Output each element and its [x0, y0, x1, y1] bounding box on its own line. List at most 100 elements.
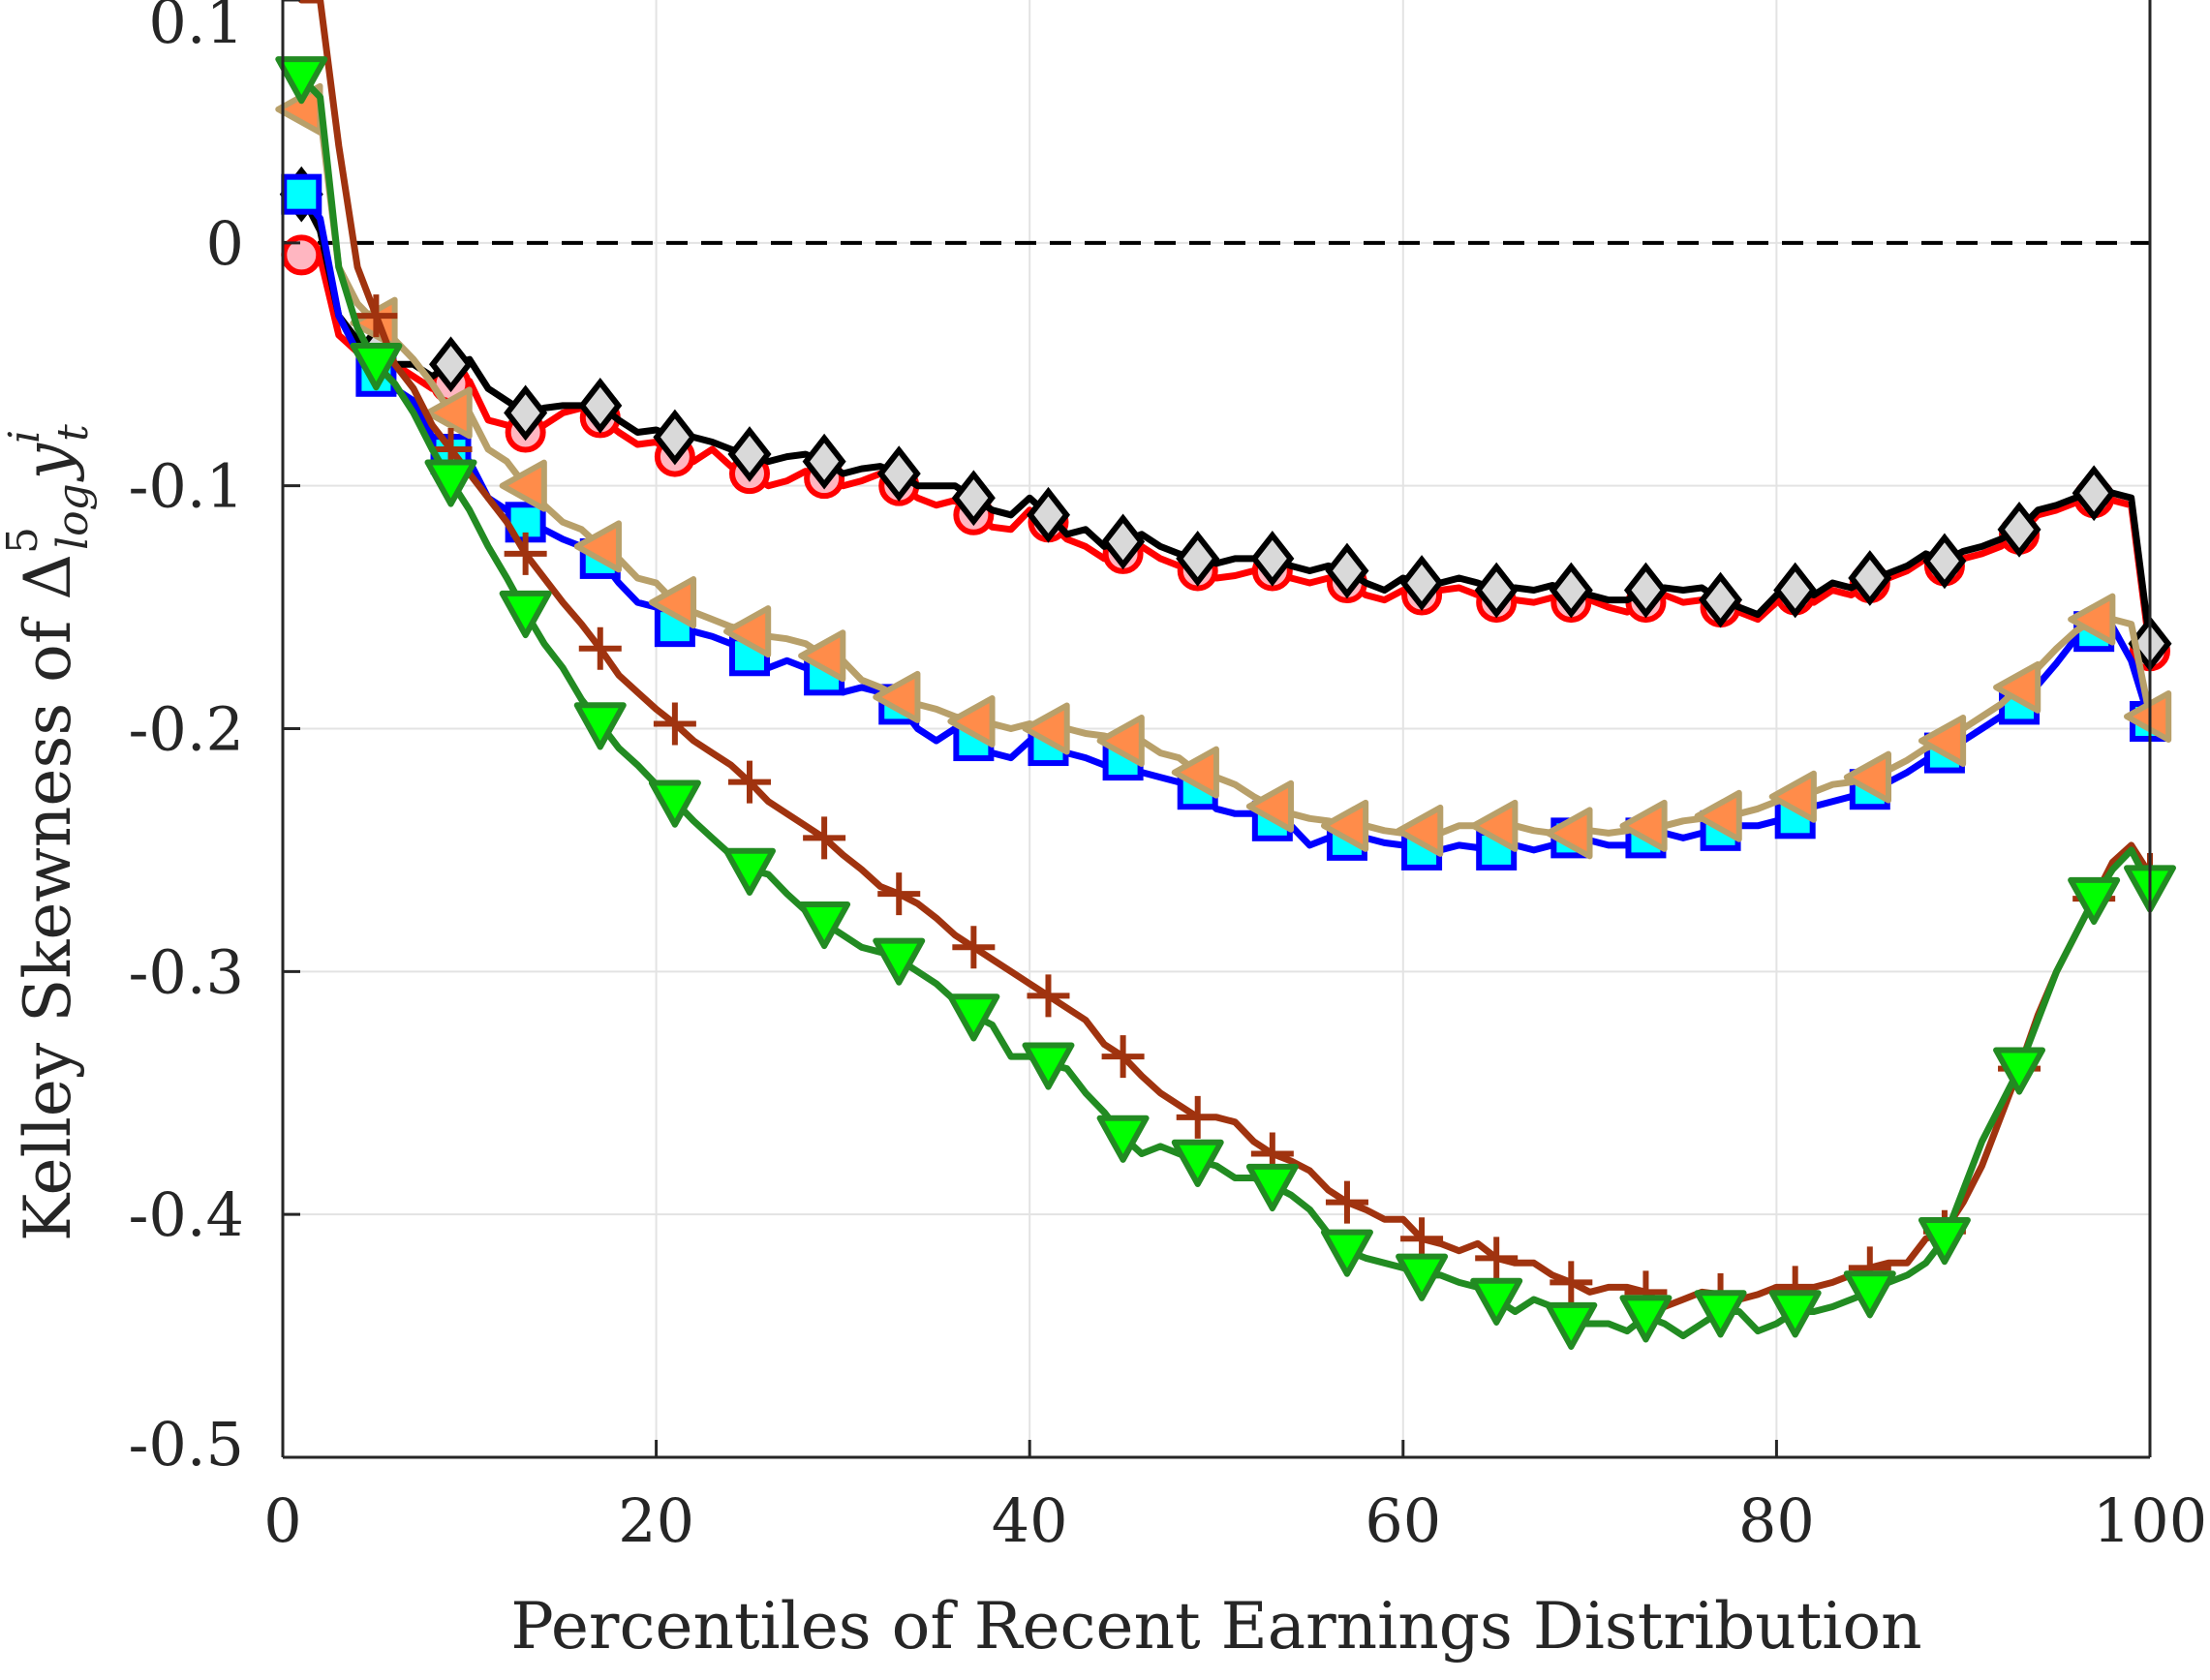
data-point-triangle-left [873, 670, 921, 723]
data-point-triangle-left [947, 694, 996, 748]
data-point-plus [354, 294, 398, 338]
axes [281, 0, 2152, 1459]
data-point-triangle-down [1619, 1295, 1673, 1343]
data-point-triangle-left [1619, 799, 1668, 852]
data-point-square [281, 173, 322, 215]
data-point-triangle-down [573, 702, 627, 750]
data-point-plus [1475, 1237, 1519, 1280]
data-point-diamond [1699, 571, 1743, 628]
series-group [275, 82, 2172, 860]
x-tick-label: 0 [263, 1485, 301, 1556]
data-point-triangle-left [648, 576, 697, 629]
data-point-triangle-down [1694, 1290, 1747, 1338]
data-point-triangle-down [1022, 1042, 1075, 1090]
data-point-triangle-down [947, 993, 1000, 1042]
data-point-triangle-down [1993, 1047, 2046, 1095]
data-point-triangle-down [1171, 1139, 1224, 1187]
x-tick-label: 80 [1738, 1485, 1815, 1556]
x-tick-label: 40 [992, 1485, 1068, 1556]
data-point-diamond [653, 409, 697, 466]
data-point-plus [1027, 974, 1070, 1018]
data-point-diamond [876, 445, 921, 503]
data-point-triangle-left [2068, 593, 2116, 646]
data-point-triangle-left [1993, 660, 2041, 714]
y-axis-title-superscript: 5 [0, 527, 47, 554]
y-axis-title: Kelley Skewness of Δ5logyit [0, 424, 98, 1241]
data-point-triangle-down [1768, 1290, 1822, 1338]
data-point-diamond [802, 433, 846, 490]
x-tick-label: 100 [2093, 1485, 2207, 1556]
y-tick-label: -0.3 [128, 936, 244, 1007]
data-point-triangle-down [648, 779, 701, 828]
y-axis-title-subscript: log [48, 483, 98, 550]
data-point-plus [653, 702, 696, 746]
data-point-diamond [1848, 550, 1892, 606]
series-line [297, 0, 2154, 1310]
data-point-triangle-left [424, 386, 473, 440]
data-point-diamond [1176, 531, 1220, 587]
y-axis-title-var-subscript: t [48, 424, 98, 442]
y-axis-title-var-superscript: i [0, 430, 49, 443]
x-axis-title: Percentiles of Recent Earnings Distribut… [510, 1589, 1921, 1664]
data-point-triangle-left [1545, 807, 1593, 860]
data-point-plus [1101, 1035, 1145, 1079]
data-point-diamond [2072, 465, 2116, 522]
data-point-diamond [727, 426, 772, 482]
data-point-diamond [951, 470, 996, 527]
data-point-diamond [1474, 562, 1519, 619]
data-point-triangle-down [424, 459, 477, 507]
x-tick-label: 60 [1365, 1485, 1441, 1556]
data-point-triangle-left [1320, 799, 1369, 852]
data-point-diamond [578, 378, 623, 434]
data-point-triangle-down [1918, 1217, 1971, 1266]
y-axis-title-delta: Δ [11, 554, 85, 600]
y-tick-label: -0.1 [128, 451, 244, 522]
data-point-diamond [1325, 542, 1369, 599]
series-layer [275, 0, 2176, 1351]
data-point-triangle-left [1396, 804, 1444, 857]
data-point-triangle-left [1171, 746, 1219, 799]
y-tick-label: -0.4 [128, 1179, 244, 1250]
data-point-triangle-left [1843, 750, 1891, 804]
data-point-diamond [1101, 513, 1146, 570]
x-tick-label: 20 [618, 1485, 694, 1556]
data-point-triangle-left [1245, 779, 1295, 833]
data-point-triangle-left [1470, 799, 1519, 852]
data-point-diamond [428, 336, 474, 393]
data-point-triangle-left [1694, 789, 1742, 842]
data-point-diamond [1549, 562, 1593, 619]
data-point-triangle-down [275, 56, 328, 105]
data-point-triangle-down [723, 847, 776, 896]
data-point-diamond [1623, 562, 1668, 619]
data-point-triangle-down [873, 937, 926, 986]
data-point-triangle-left [2124, 689, 2172, 743]
data-point-triangle-down [1245, 1163, 1299, 1212]
data-point-plus [504, 532, 547, 575]
data-point-plus [877, 872, 921, 916]
y-tick-label: 0 [206, 208, 244, 279]
y-tick-label: -0.2 [128, 694, 244, 765]
data-point-plus [1176, 1095, 1219, 1139]
data-point-plus [1550, 1261, 1593, 1304]
data-point-plus [1400, 1217, 1444, 1261]
data-point-triangle-down [798, 901, 851, 950]
data-point-diamond [1399, 555, 1444, 611]
data-point-triangle-left [1918, 715, 1967, 768]
y-axis-title-prefix: Kelley Skewness of [11, 600, 85, 1241]
series-group [275, 56, 2176, 1351]
tick-labels: 0 20 40 60 80 100 -0.5 -0.4 -0.3 -0.2 -0.1 0 0.1 [128, 0, 2207, 1556]
data-point-triangle-down [1320, 1229, 1373, 1277]
data-point-diamond [1250, 531, 1295, 587]
data-point-plus [1325, 1180, 1368, 1224]
data-point-triangle-down [1545, 1301, 1598, 1351]
data-point-triangle-down [1470, 1277, 1523, 1326]
data-point-triangle-down [1396, 1253, 1449, 1301]
y-axis-title-variable: y [11, 443, 85, 482]
data-point-diamond [1773, 562, 1818, 619]
data-point-triangle-down [1843, 1270, 1896, 1319]
data-point-diamond [504, 384, 548, 442]
y-tick-label: 0.1 [148, 0, 244, 57]
data-point-plus [728, 760, 771, 804]
data-point-diamond [1922, 533, 1967, 590]
